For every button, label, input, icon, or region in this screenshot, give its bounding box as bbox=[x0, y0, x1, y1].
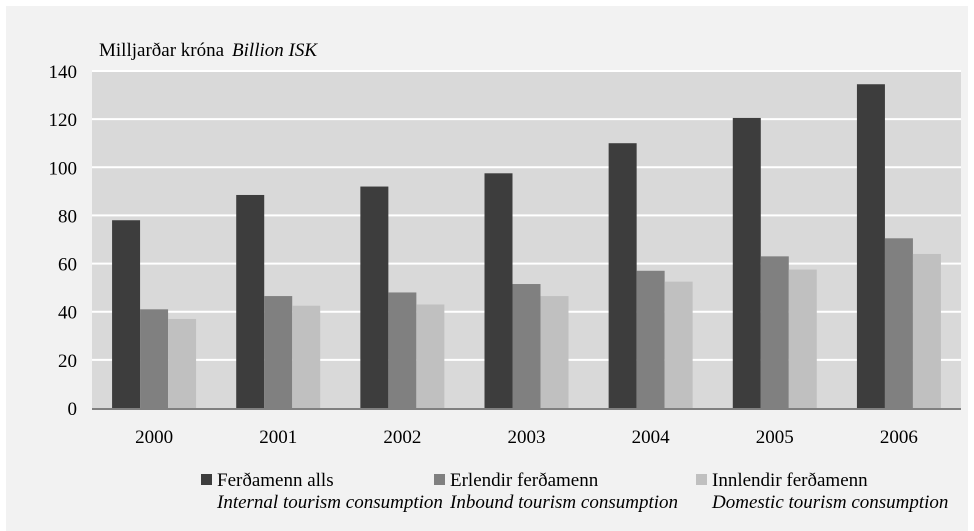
y-tick-label: 20 bbox=[58, 351, 77, 372]
bar-chart: 0 20 40 60 80 100 120 140 2000 2001 2002 2003 2004 2… bbox=[49, 40, 961, 448]
bar-1-2004 bbox=[608, 143, 637, 408]
legend-item-1: Ferðamenn alls Internal tourism consumpt… bbox=[201, 470, 443, 514]
y-tick-label: 100 bbox=[49, 158, 78, 179]
legend-label-en-1: Internal tourism consumption bbox=[217, 492, 443, 513]
bar-1-2005 bbox=[732, 117, 761, 409]
bar-3-2000 bbox=[168, 318, 197, 408]
x-tick-label: 2006 bbox=[880, 427, 918, 448]
bar-3-2002 bbox=[416, 304, 445, 408]
y-tick-label: 60 bbox=[58, 255, 77, 276]
bar-2-2006 bbox=[884, 238, 913, 408]
bar-2-2005 bbox=[760, 256, 789, 408]
bar-1-2000 bbox=[112, 220, 141, 408]
bar-3-2001 bbox=[292, 305, 321, 408]
y-tick-label: 140 bbox=[49, 62, 78, 83]
x-tick-label: 2001 bbox=[259, 427, 297, 448]
bar-2-2001 bbox=[264, 296, 293, 408]
bar-2-2004 bbox=[636, 270, 665, 408]
x-tick-label: 2004 bbox=[632, 427, 671, 448]
y-tick-label: 0 bbox=[68, 399, 78, 420]
legend-swatch-2 bbox=[434, 474, 445, 485]
bar-1-2006 bbox=[856, 84, 885, 408]
bar-3-2004 bbox=[664, 281, 693, 408]
bar-1-2003 bbox=[484, 173, 513, 408]
x-tick-label: 2005 bbox=[756, 427, 794, 448]
legend-swatch-1 bbox=[201, 474, 212, 485]
y-tick-label: 120 bbox=[49, 110, 78, 131]
legend-item-2: Erlendir ferðamenn Inbound tourism consu… bbox=[434, 470, 678, 514]
legend-label-2: Erlendir ferðamenn bbox=[450, 470, 599, 491]
bar-2-2003 bbox=[512, 284, 541, 408]
bar-3-2003 bbox=[540, 296, 569, 408]
bar-2-2000 bbox=[140, 309, 169, 408]
bar-3-2005 bbox=[788, 269, 817, 408]
legend-label-3: Innlendir ferðamenn bbox=[712, 470, 868, 491]
x-tick-label: 2003 bbox=[508, 427, 546, 448]
bar-2-2002 bbox=[388, 292, 417, 408]
bar-3-2006 bbox=[912, 253, 941, 408]
unit-label: Milljarðar króna Billion ISK bbox=[99, 40, 318, 61]
legend-label-1: Ferðamenn alls bbox=[217, 470, 334, 491]
x-tick-label: 2000 bbox=[135, 427, 173, 448]
legend-label-en-3: Domestic tourism consumption bbox=[712, 492, 949, 513]
x-tick-label: 2002 bbox=[383, 427, 421, 448]
bar-1-2001 bbox=[236, 194, 265, 408]
legend-swatch-3 bbox=[696, 474, 707, 485]
bar-1-2002 bbox=[360, 186, 389, 408]
legend-item-3: Innlendir ferðamenn Domestic tourism con… bbox=[696, 470, 948, 514]
chart-frame: 0 20 40 60 80 100 120 140 2000 2001 2002 2003 2004 2… bbox=[6, 6, 968, 531]
y-tick-label: 80 bbox=[58, 206, 77, 227]
y-tick-label: 40 bbox=[58, 303, 77, 324]
legend-label-en-2: Inbound tourism consumption bbox=[450, 492, 678, 513]
